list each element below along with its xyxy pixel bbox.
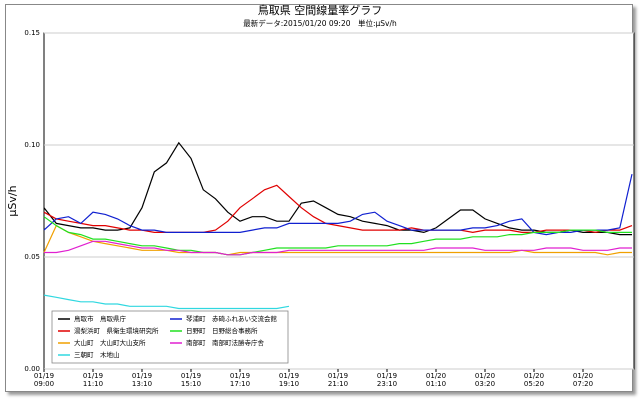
x-tick-label: 01/19 23:10 (376, 372, 398, 388)
x-tick-label: 01/19 21:10 (327, 372, 349, 388)
legend-label: 湯梨浜町 県衛生環境研究所 (74, 326, 159, 335)
legend-label: 琴浦町 赤碕ふれあい交流会館 (186, 314, 278, 323)
x-tick-label: 01/20 03:20 (474, 372, 496, 388)
x-tick-label: 01/19 11:10 (82, 372, 104, 388)
x-tick-label: 01/20 01:10 (425, 372, 447, 388)
chart-title: 鳥取県 空間線量率グラフ (258, 3, 383, 17)
y-tick-label: 0.15 (24, 29, 40, 37)
x-tick-label: 01/19 09:00 (33, 372, 55, 388)
series-line (44, 240, 632, 256)
series-line (43, 294, 290, 310)
chart-subtitle: 最新データ:2015/01/20 09:20 単位:μSv/h (243, 18, 397, 28)
x-tick-label: 01/19 15:10 (180, 372, 202, 388)
series-line (43, 216, 632, 256)
y-axis-label: μSv/h (6, 185, 19, 216)
y-tick-label: 0.10 (24, 141, 40, 149)
legend-label: 鳥取市 鳥取県庁 (74, 314, 127, 323)
x-tick-label: 01/19 19:10 (278, 372, 300, 388)
legend-label: 南部町 南部町法勝寺庁舎 (186, 338, 265, 347)
x-tick-label: 01/20 07:20 (572, 372, 594, 388)
x-tick-label: 01/20 05:20 (523, 372, 545, 388)
series-line (43, 224, 632, 256)
x-tick-label: 01/19 13:10 (131, 372, 153, 388)
y-tick-label: 0.05 (24, 253, 40, 261)
legend-label: 大山町 大山町大山支所 (74, 338, 146, 347)
legend-label: 三朝町 木地山 (74, 350, 120, 359)
y-tick-label: 0.00 (24, 365, 40, 373)
series-line (43, 141, 632, 236)
legend-label: 日野町 日野総合事務所 (186, 326, 258, 335)
x-tick-label: 01/19 17:10 (229, 372, 251, 388)
